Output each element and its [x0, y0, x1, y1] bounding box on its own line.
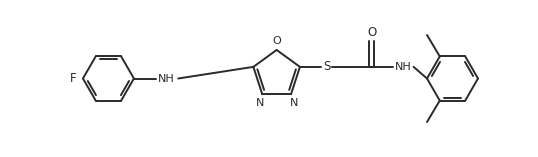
Text: S: S [323, 60, 331, 73]
Text: O: O [272, 36, 281, 46]
Text: N: N [256, 98, 264, 108]
Text: NH: NH [395, 62, 412, 72]
Text: NH: NH [158, 73, 175, 84]
Text: O: O [367, 26, 377, 39]
Text: N: N [289, 98, 298, 108]
Text: F: F [69, 72, 76, 85]
